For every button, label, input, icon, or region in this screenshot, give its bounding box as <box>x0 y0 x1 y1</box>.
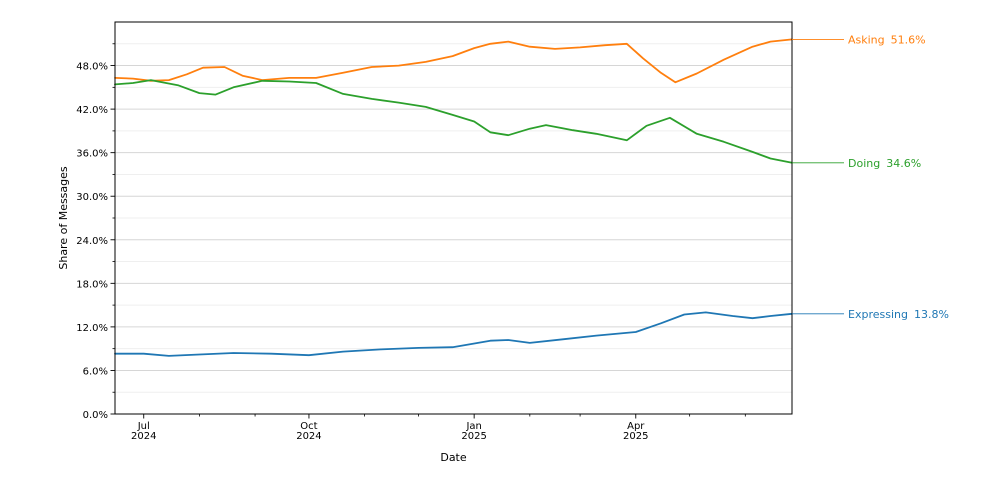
y-tick-label: 6.0% <box>83 366 108 377</box>
x-tick-label-month: Jan <box>465 421 481 432</box>
series-name-label: Doing <box>848 157 880 170</box>
series-line-doing <box>114 79 793 164</box>
x-tick-label-month: Oct <box>300 421 317 432</box>
series-name-label: Expressing <box>848 308 908 321</box>
x-tick-label-year: 2025 <box>623 431 648 442</box>
series-layer <box>114 38 793 357</box>
x-axis-title: Date <box>440 451 467 464</box>
x-tick-label-year: 2024 <box>131 431 156 442</box>
y-tick-label: 0.0% <box>83 410 108 421</box>
y-tick-label: 48.0% <box>76 62 108 73</box>
series-end-value: 51.6% <box>891 33 926 46</box>
end-label-doing: Doing 34.6% <box>848 157 921 170</box>
x-tick-label-month: Apr <box>627 421 645 432</box>
y-tick-label: 12.0% <box>76 323 108 334</box>
x-tick-label-month: Jul <box>137 421 150 432</box>
x-tick-label-year: 2024 <box>296 431 321 442</box>
end-label-asking: Asking 51.6% <box>848 33 926 46</box>
axis-layer: 0.0% 6.0% 12.0% 18.0% 24.0% 30.0% 36.0% 42.0% 48… <box>76 43 746 442</box>
series-line-expressing <box>114 311 793 357</box>
series-end-value: 13.8% <box>914 308 949 321</box>
series-end-value: 34.6% <box>886 157 921 170</box>
grid-layer <box>115 43 792 393</box>
y-tick-label: 30.0% <box>76 192 108 203</box>
y-tick-label: 18.0% <box>76 279 108 290</box>
label-layer: Asking 51.6% Doing 34.6% Expressing 13.8% <box>792 33 949 321</box>
y-tick-label: 42.0% <box>76 105 108 116</box>
x-tick-label-year: 2025 <box>461 431 486 442</box>
end-label-expressing: Expressing 13.8% <box>848 308 949 321</box>
y-axis-title: Share of Messages <box>57 166 70 270</box>
series-name-label: Asking <box>848 33 885 46</box>
series-line-asking <box>114 38 793 84</box>
y-tick-label: 24.0% <box>76 236 108 247</box>
y-tick-label: 36.0% <box>76 149 108 160</box>
